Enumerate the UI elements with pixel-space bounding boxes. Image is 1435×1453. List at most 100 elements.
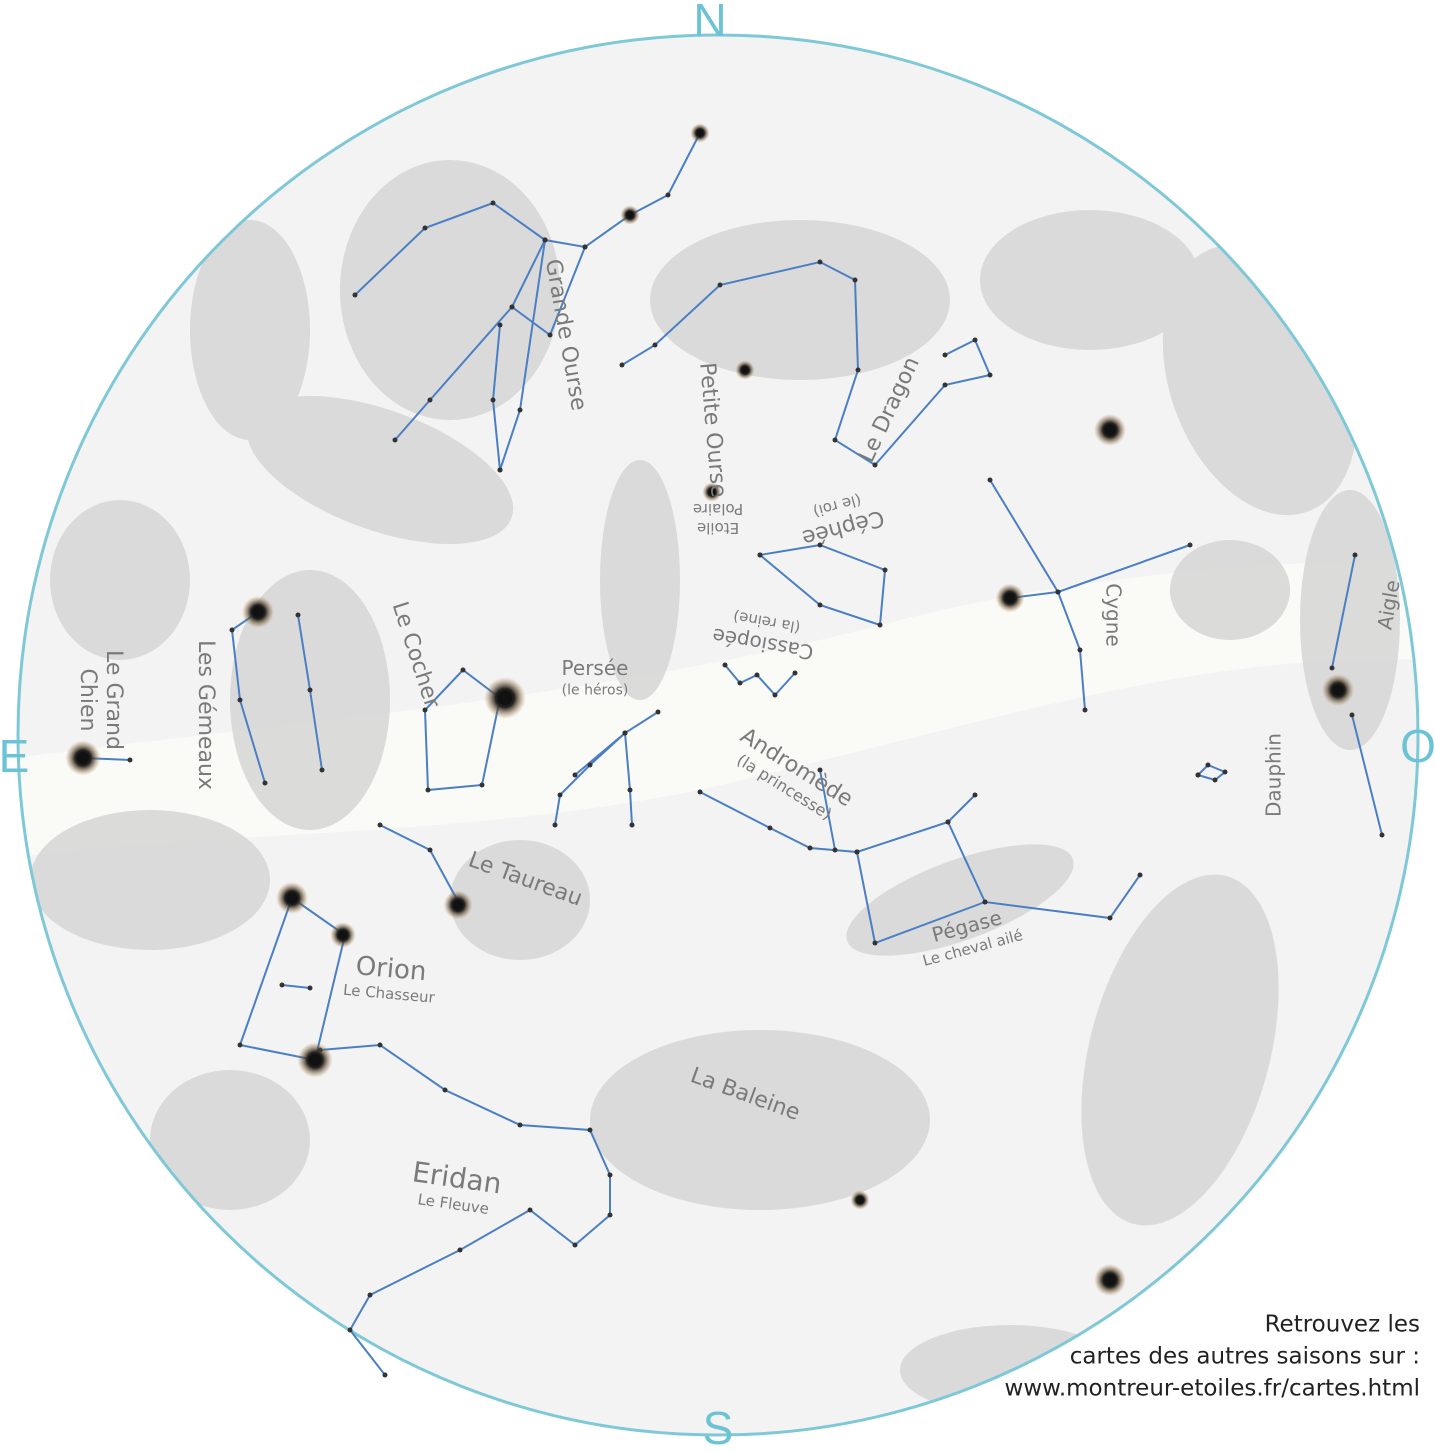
star [655,709,661,715]
star [872,462,878,468]
constellation-line [1057,544,1191,593]
star [547,332,553,338]
compass-north: N [693,0,726,46]
horizon-circle [16,33,1420,1437]
star [1187,542,1193,548]
star [497,322,503,328]
star [607,1172,613,1178]
star [832,437,838,443]
star [807,845,813,851]
star [817,767,823,773]
compass-west: O [1400,720,1435,772]
compass-south: S [703,1402,734,1453]
constellation-line [510,239,586,337]
star [972,337,978,343]
star [442,1087,448,1093]
star [377,1042,383,1048]
star [754,672,760,678]
bright-star [76,751,90,765]
star [767,825,773,831]
bright-star [1104,1274,1116,1286]
star [1205,762,1211,768]
star [392,437,398,443]
bright-star [626,211,634,219]
star [527,1207,533,1213]
star [295,612,301,618]
star [127,757,133,763]
constellation-subtitle: Polaire [693,500,743,518]
star [942,382,948,388]
star [629,822,635,828]
star [942,352,948,358]
star [587,762,593,768]
star [517,1122,523,1128]
star [1107,915,1113,921]
star [1212,777,1218,783]
star [582,244,588,250]
star [717,282,723,288]
star [307,687,313,693]
star [572,1242,578,1248]
bright-star [1104,424,1116,436]
star [697,789,703,795]
star [817,602,823,608]
constellation-line [574,732,626,776]
star [427,847,433,853]
star [279,982,285,988]
star [479,782,485,788]
star [347,1327,353,1333]
star [1137,872,1143,878]
bright-star [1005,593,1015,603]
star [737,680,743,686]
star [772,692,778,698]
star [987,477,993,483]
constellation-label: Cygne [1102,583,1126,646]
star [307,985,313,991]
bright-star [338,930,348,940]
constellation-label: Persée (le héros) [562,656,629,699]
constellation-line [1331,554,1356,669]
star [1352,552,1358,558]
star [587,1127,593,1133]
star [722,662,728,668]
footer: Retrouvez les cartes des autres saisons s… [1005,1312,1420,1402]
constellation-name: Persée [562,656,629,680]
star [627,787,633,793]
star [352,292,358,298]
constellation-line [1351,714,1383,836]
constellation-name: Cygne [1102,583,1126,646]
constellation-name: Le Grand [101,650,126,750]
star [982,899,988,905]
constellation-label: Les Gémeaux [193,640,218,790]
star [367,1292,373,1298]
footer-line: cartes des autres saisons sur : [1070,1344,1420,1370]
star [665,192,671,198]
star [855,367,861,373]
star [1055,589,1061,595]
bright-star [1332,684,1344,696]
footer-line: www.montreur-etoiles.fr/cartes.html [1005,1376,1420,1402]
star [877,622,883,628]
star [422,707,428,713]
star [622,730,628,736]
constellation-name: Les Gémeaux [193,640,218,790]
star [817,259,823,265]
bright-star [252,606,264,618]
star [377,822,383,828]
star [1222,769,1228,775]
star [619,362,625,368]
star [490,397,496,403]
star [832,847,838,853]
star [987,372,993,378]
bright-star [453,900,463,910]
compass-east: E [0,730,29,782]
bright-star [696,129,704,137]
bright-star [741,366,749,374]
star [1349,712,1355,718]
star [854,849,860,855]
star [572,772,578,778]
star [460,667,466,673]
